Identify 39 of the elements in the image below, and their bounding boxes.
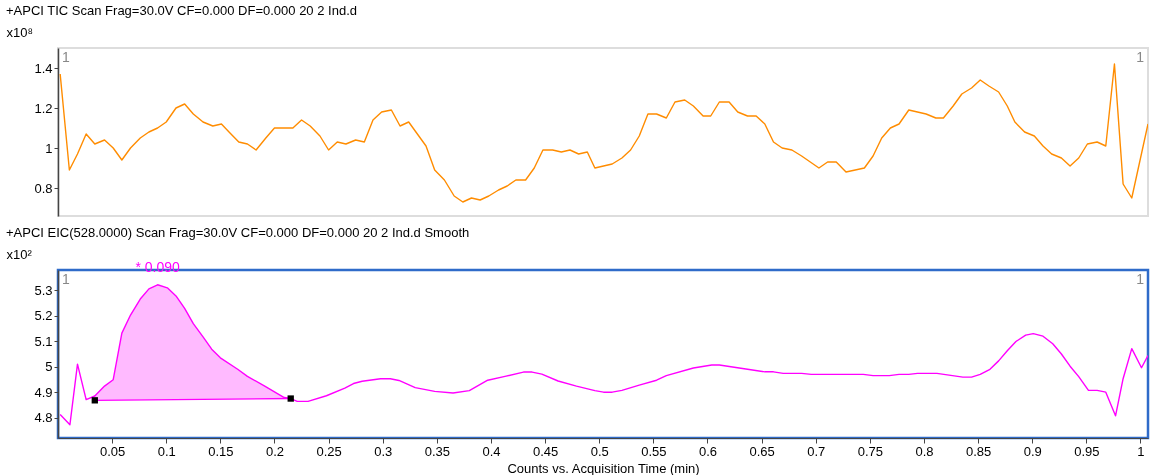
x-tick-label: 0.45 (532, 443, 559, 459)
annotation: 1 (62, 271, 70, 287)
x-tick-label: 0.35 (424, 443, 450, 459)
y-axis-title: x10⁸ (6, 24, 33, 40)
y-tick-label: 5.3 (34, 282, 53, 298)
x-tick-label: 0.6 (698, 443, 717, 459)
annotation: 1 (1136, 271, 1145, 287)
x-tick-label: 0.3 (374, 443, 393, 459)
y-tick-label: 5.2 (34, 308, 53, 324)
x-tick-label: 0.4 (482, 443, 501, 459)
chart-title: +APCI TIC Scan Frag=30.0V CF=0.000 DF=0.000 20 2 Ind.d (6, 3, 357, 18)
x-tick-label: 0.55 (641, 443, 667, 459)
x-tick-label: 0.25 (316, 443, 342, 459)
x-tick-label: 0.75 (857, 443, 883, 459)
chart-title: +APCI EIC(528.0000) Scan Frag=30.0V CF=0.000 DF=0.000 20 2 Ind.d Smooth (6, 225, 470, 240)
y-tick-label: 1.2 (34, 100, 53, 116)
y-tick-label: 1.4 (34, 60, 53, 76)
x-tick-label: 0.5 (590, 443, 609, 459)
y-tick-label: 4.8 (34, 410, 53, 426)
y-tick-label: 0.8 (34, 180, 53, 196)
x-tick-label: 0.05 (99, 443, 126, 459)
y-tick-label: 5.1 (34, 333, 53, 349)
y-axis-title: x10² (6, 246, 33, 262)
x-tick-label: 0.15 (208, 443, 234, 459)
annotation: 1 (1136, 49, 1145, 65)
x-tick-label: 0.8 (915, 443, 934, 459)
annotation: 1 (62, 49, 70, 65)
y-tick-label: 1 (45, 140, 53, 156)
x-tick-label: 0.1 (157, 443, 176, 459)
x-tick-label: 0.65 (749, 443, 775, 459)
x-tick-label: 0.95 (1074, 443, 1100, 459)
x-axis-title: Counts vs. Acquisition Time (min) (507, 460, 700, 475)
x-tick-label: 1 (1137, 443, 1145, 459)
x-tick-label: 0.2 (265, 443, 285, 459)
x-tick-label: 0.9 (1023, 443, 1042, 459)
x-tick-label: 0.85 (965, 443, 992, 459)
x-tick-label: 0.7 (807, 443, 826, 459)
y-tick-label: 5 (45, 359, 53, 375)
y-tick-label: 4.9 (34, 384, 53, 400)
